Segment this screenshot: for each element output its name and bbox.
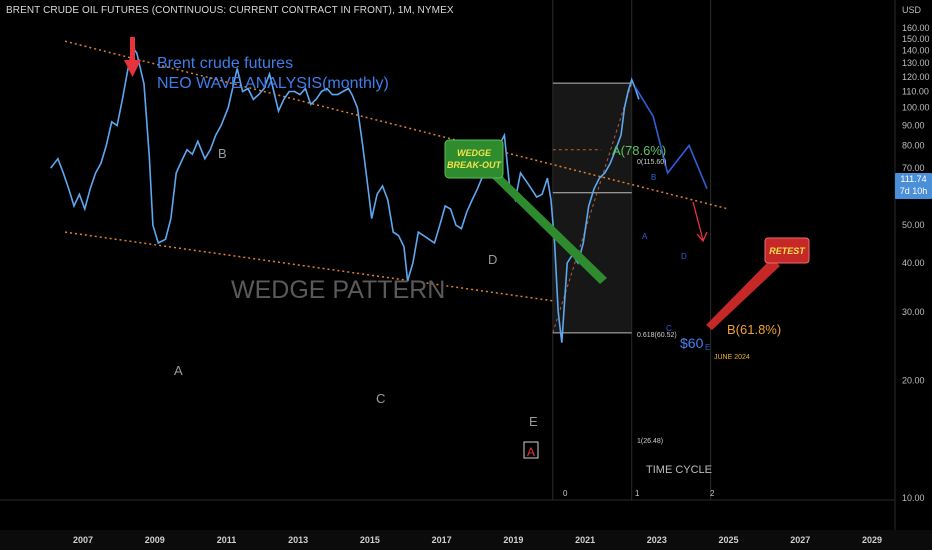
wave-b-fib-label: B(61.8%)	[727, 322, 781, 337]
proj-wave-d: D	[681, 252, 687, 261]
svg-text:BREAK-OUT: BREAK-OUT	[447, 160, 502, 170]
y-tick-label: 30.00	[902, 307, 925, 317]
y-tick-label: 20.00	[902, 376, 925, 386]
wedge-breakout-callout: WEDGE BREAK-OUT	[444, 139, 607, 284]
time-axis-band	[0, 530, 932, 550]
x-tick-label: 2011	[217, 535, 237, 545]
wedge-upper-trendline	[64, 40, 729, 210]
headline-line-2: NEO WAVE ANALYSIS(monthly)	[157, 75, 389, 92]
red-arrow-icon	[692, 201, 708, 243]
x-tick-label: 2013	[288, 535, 308, 545]
proj-wave-c: C	[666, 324, 672, 333]
wave-label-b: B	[218, 146, 227, 161]
y-tick-label: 40.00	[902, 258, 925, 268]
cycle-mark-0: 0	[563, 489, 568, 498]
x-tick-label: 2015	[360, 535, 380, 545]
y-tick-label: 70.00	[902, 163, 925, 173]
y-tick-label: 130.00	[902, 58, 930, 68]
wave-a-fib-label: A(78.6%)	[612, 143, 666, 158]
y-tick-label: 120.00	[902, 72, 930, 82]
proj-wave-a: A	[642, 232, 648, 241]
x-tick-label: 2017	[432, 535, 452, 545]
y-tick-label: 90.00	[902, 121, 925, 131]
x-tick-label: 2023	[647, 535, 667, 545]
svg-text:WEDGE: WEDGE	[457, 148, 492, 158]
wedge-lower-trendline	[64, 231, 553, 302]
current-price-badge[interactable]: 111.74 7d 10h	[895, 173, 932, 199]
proj-wave-b: B	[651, 173, 656, 182]
wave-label-e: E	[529, 414, 538, 429]
fib-label-mid: 0.618(60.52)	[637, 332, 677, 339]
x-axis-ticks: 2007 2009 2011 2013 2015 2017 2019 2021 2023 2025…	[73, 535, 882, 545]
wave-label-d: D	[488, 252, 497, 267]
y-tick-label: 150.00	[902, 34, 930, 44]
y-tick-label: 50.00	[902, 220, 925, 230]
chart-title: BRENT CRUDE OIL FUTURES (CONTINUOUS: CUR…	[6, 5, 454, 16]
bar-countdown: 7d 10h	[899, 186, 928, 196]
wave-label-a: A	[174, 363, 183, 378]
x-tick-label: 2019	[503, 535, 523, 545]
proj-wave-e: E	[705, 343, 710, 352]
current-price-value: 111.74	[900, 174, 927, 184]
headline-line-1: Brent crude futures	[157, 55, 293, 72]
x-tick-label: 2009	[145, 535, 165, 545]
y-tick-label: 160.00	[902, 23, 930, 33]
y-tick-label: 110.00	[902, 87, 929, 97]
currency-label: USD	[902, 5, 922, 15]
x-tick-label: 2027	[790, 535, 810, 545]
fib-label-top: 0(115.60)	[637, 159, 666, 166]
fib-label-bottom: 1(26.48)	[637, 438, 663, 445]
y-tick-label: 10.00	[902, 493, 925, 503]
y-tick-label: 100.00	[902, 103, 930, 113]
june-2024-label: JUNE 2024	[714, 354, 750, 361]
wedge-pattern-label: WEDGE PATTERN	[231, 276, 445, 304]
cycle-mark-1: 1	[635, 489, 640, 498]
y-tick-label: 140.00	[902, 46, 930, 56]
x-tick-label: 2029	[862, 535, 882, 545]
boxed-wave-a: A	[523, 441, 539, 459]
target-price-label: $60	[680, 335, 704, 351]
svg-text:RETEST: RETEST	[769, 246, 806, 256]
time-cycle-label: TIME CYCLE	[646, 464, 712, 476]
red-down-arrow-icon	[124, 37, 141, 77]
svg-text:A: A	[527, 445, 535, 459]
x-tick-label: 2007	[73, 535, 93, 545]
projection-path	[634, 86, 708, 190]
retest-callout: RETEST	[706, 237, 810, 330]
price-series-line	[50, 46, 640, 343]
x-tick-label: 2025	[719, 535, 739, 545]
x-tick-label: 2021	[575, 535, 595, 545]
cycle-mark-2: 2	[710, 489, 715, 498]
wave-label-c: C	[376, 391, 385, 406]
y-tick-label: 80.00	[902, 141, 925, 151]
